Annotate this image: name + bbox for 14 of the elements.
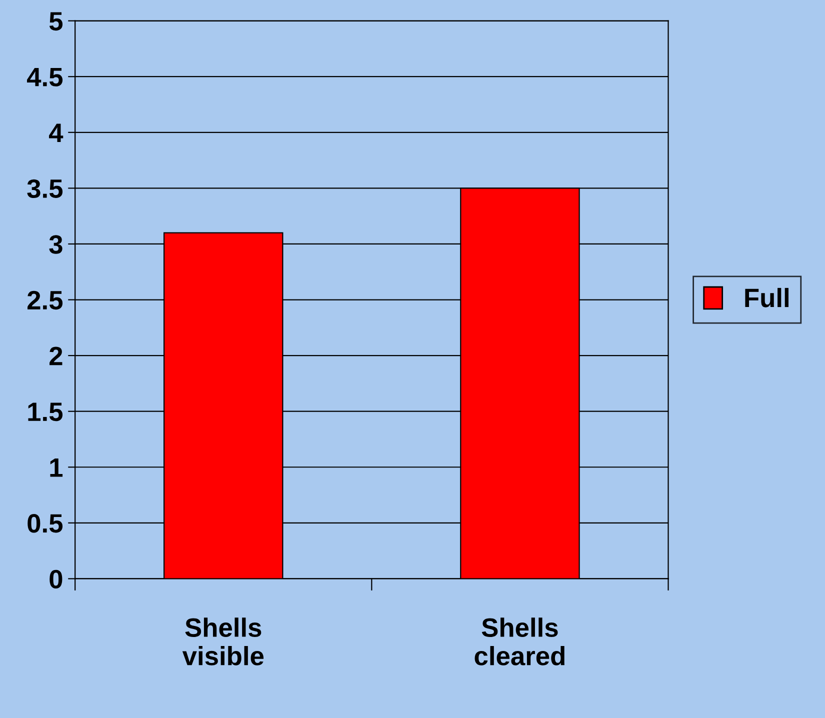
x-tick-label: Shells cleared bbox=[474, 618, 564, 666]
y-tick-label: 4 bbox=[48, 124, 64, 142]
legend-label: Full bbox=[745, 288, 788, 308]
y-tick-label: 0.5 bbox=[28, 514, 63, 533]
x-tick-label: Shells visible bbox=[182, 618, 264, 666]
y-tick-label: 3 bbox=[49, 235, 62, 254]
y-tick-label: 5 bbox=[49, 12, 63, 31]
y-tick-label: 0 bbox=[50, 570, 62, 589]
y-tick-label: 1.5 bbox=[28, 402, 63, 422]
y-tick-label: 2.5 bbox=[28, 290, 63, 310]
y-tick-label: 3.5 bbox=[27, 179, 63, 198]
y-tick-label: 1 bbox=[50, 458, 63, 477]
y-tick-label: 4.5 bbox=[26, 68, 63, 86]
y-tick-label: 2 bbox=[50, 346, 62, 366]
